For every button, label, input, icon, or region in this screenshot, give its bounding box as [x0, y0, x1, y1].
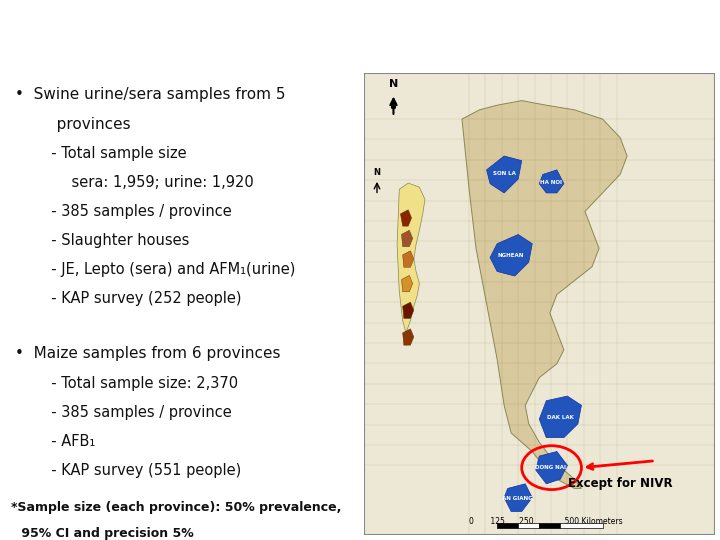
Text: N: N — [389, 79, 398, 89]
Polygon shape — [400, 210, 412, 226]
Polygon shape — [402, 230, 413, 247]
Polygon shape — [402, 251, 414, 267]
Text: - KAP survey (551 people): - KAP survey (551 people) — [42, 463, 241, 478]
Polygon shape — [487, 156, 522, 193]
Polygon shape — [402, 302, 414, 319]
Polygon shape — [402, 275, 413, 292]
Text: NGHEAN: NGHEAN — [498, 253, 524, 258]
Polygon shape — [539, 396, 582, 437]
Text: - AFB₁: - AFB₁ — [42, 434, 96, 449]
Polygon shape — [504, 484, 532, 511]
Polygon shape — [402, 329, 414, 345]
Text: Sampling areas: Sampling areas — [9, 23, 224, 50]
Text: 95% CI and precision 5%: 95% CI and precision 5% — [17, 527, 193, 540]
Polygon shape — [462, 100, 627, 488]
Text: - Total sample size: - Total sample size — [42, 146, 187, 161]
Polygon shape — [397, 183, 425, 333]
Text: SON LA: SON LA — [492, 171, 516, 176]
Text: •  Maize samples from 6 provinces: • Maize samples from 6 provinces — [14, 346, 280, 361]
Polygon shape — [536, 451, 567, 484]
Polygon shape — [490, 234, 532, 276]
Text: DAK LAK: DAK LAK — [547, 415, 574, 420]
Text: •  Swine urine/sera samples from 5: • Swine urine/sera samples from 5 — [14, 87, 285, 102]
Text: - Slaughter houses: - Slaughter houses — [42, 233, 189, 248]
Text: - Total sample size: 2,370: - Total sample size: 2,370 — [42, 376, 238, 391]
Text: - 385 samples / province: - 385 samples / province — [42, 204, 232, 219]
Text: - 385 samples / province: - 385 samples / province — [42, 405, 232, 420]
Text: sera: 1,959; urine: 1,920: sera: 1,959; urine: 1,920 — [53, 175, 254, 190]
Text: *Sample size (each province): 50% prevalence,: *Sample size (each province): 50% preval… — [11, 501, 341, 514]
Text: - JE, Lepto (sera) and AFM₁(urine): - JE, Lepto (sera) and AFM₁(urine) — [42, 262, 296, 277]
Polygon shape — [539, 170, 564, 193]
Text: N: N — [374, 168, 380, 177]
Text: DONG NAI: DONG NAI — [536, 465, 567, 470]
Text: AN GIANG: AN GIANG — [502, 496, 532, 501]
Text: Except for NIVR: Except for NIVR — [568, 477, 672, 490]
Text: 0       125      250             500 Kilometers: 0 125 250 500 Kilometers — [469, 517, 623, 526]
Text: provinces: provinces — [42, 117, 131, 132]
Text: HA NOI: HA NOI — [540, 180, 562, 185]
Text: - KAP survey (252 people): - KAP survey (252 people) — [42, 291, 242, 306]
